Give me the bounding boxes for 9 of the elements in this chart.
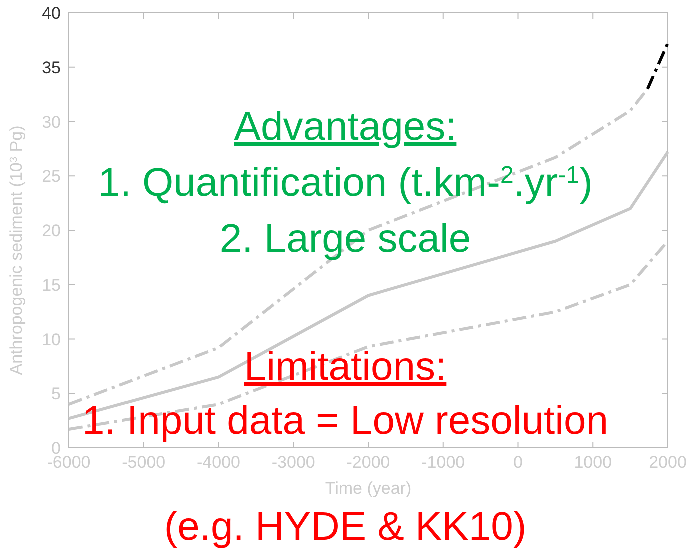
annotation: Limitations: xyxy=(244,345,447,389)
line-series xyxy=(68,88,650,406)
text: (e.g. HYDE & KK10) xyxy=(164,505,527,549)
annotation: Advantages: xyxy=(234,105,457,149)
annotation: 1. Input data = Low resolution xyxy=(82,399,608,443)
y-tick-label: 40 xyxy=(42,4,61,23)
annotation: 1. Quantification (t.km-$^{2}$.yr$^{-1}$) xyxy=(98,161,593,205)
y-tick-label: 35 xyxy=(42,58,61,78)
annotation: 2. Large scale xyxy=(220,217,472,261)
